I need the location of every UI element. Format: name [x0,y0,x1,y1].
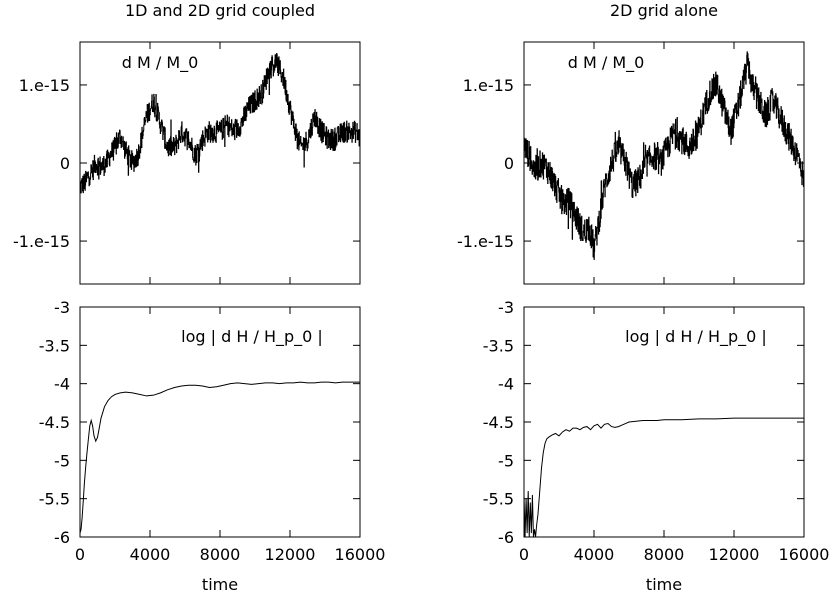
y-tick-label: -3.5 [483,336,514,355]
axis-ticks: 1.e-15 0 -1.e-15 [13,42,361,284]
x-axis-label: time [646,575,682,594]
panel-title: log | d H / H_p_0 | [625,327,767,347]
axis-ticks: 0 4000 8000 12000 16000 -3 -3.5 -4 -4.5 -5 -5.5 -6 [483,298,830,564]
y-tick-label: -3 [54,298,70,317]
column-title-left: 1D and 2D grid coupled [125,1,315,20]
series-group [523,417,804,538]
x-tick-label: 4000 [574,545,615,564]
y-tick-label: 0 [504,154,514,173]
y-tick-label: -3.5 [39,336,70,355]
axis-ticks: 1.e-15 0 -1.e-15 [457,42,805,284]
y-tick-label: -5.5 [483,490,514,509]
y-tick-label: -4.5 [483,413,514,432]
x-tick-label: 12000 [265,545,316,564]
y-tick-label: 0 [60,154,70,173]
y-tick-label: -4 [54,375,70,394]
x-tick-label: 0 [75,545,85,564]
panel-title: d M / M_0 [568,53,645,73]
chart-panel-top-left: d M / M_0 1.e-15 0 -1.e-15 [13,41,361,285]
y-tick-label: -5 [54,451,70,470]
axis-ticks: 0 4000 8000 12000 16000 -3 -3.5 -4 -4.5 -5 -5.5 -6 [39,298,386,564]
x-tick-label: 12000 [709,545,760,564]
x-tick-label: 0 [519,545,529,564]
x-tick-label: 8000 [200,545,241,564]
series-line [79,381,360,534]
x-axis-label: time [202,575,238,594]
series-line [523,417,804,538]
y-tick-label: -5.5 [39,490,70,509]
chart-panel-bottom-left: log | d H / H_p_0 | time 0 4000 8000 12000 1… [39,298,386,594]
y-tick-label: -5 [498,451,514,470]
y-tick-label: -6 [54,528,70,547]
series-group [79,381,360,534]
column-title-right: 2D grid alone [610,1,718,20]
y-tick-label: -1.e-15 [13,232,70,251]
y-tick-label: -4.5 [39,413,70,432]
series-line [523,51,805,260]
series-group [523,51,805,260]
panel-title: log | d H / H_p_0 | [181,327,323,347]
x-tick-label: 16000 [335,545,386,564]
y-tick-label: -6 [498,528,514,547]
y-tick-label: 1.e-15 [19,76,70,95]
x-tick-label: 8000 [644,545,685,564]
chart-panel-bottom-right: log | d H / H_p_0 | time 0 4000 8000 12000 1… [483,298,830,594]
chart-panel-top-right: d M / M_0 1.e-15 0 -1.e-15 [457,41,805,285]
y-tick-label: -1.e-15 [457,232,514,251]
x-tick-label: 4000 [130,545,171,564]
panel-title: d M / M_0 [122,53,199,73]
series-line [79,53,361,194]
y-tick-label: 1.e-15 [463,76,514,95]
plot-frame [79,41,361,285]
series-group [79,53,361,194]
y-tick-label: -4 [498,375,514,394]
x-tick-label: 16000 [779,545,830,564]
y-tick-label: -3 [498,298,514,317]
